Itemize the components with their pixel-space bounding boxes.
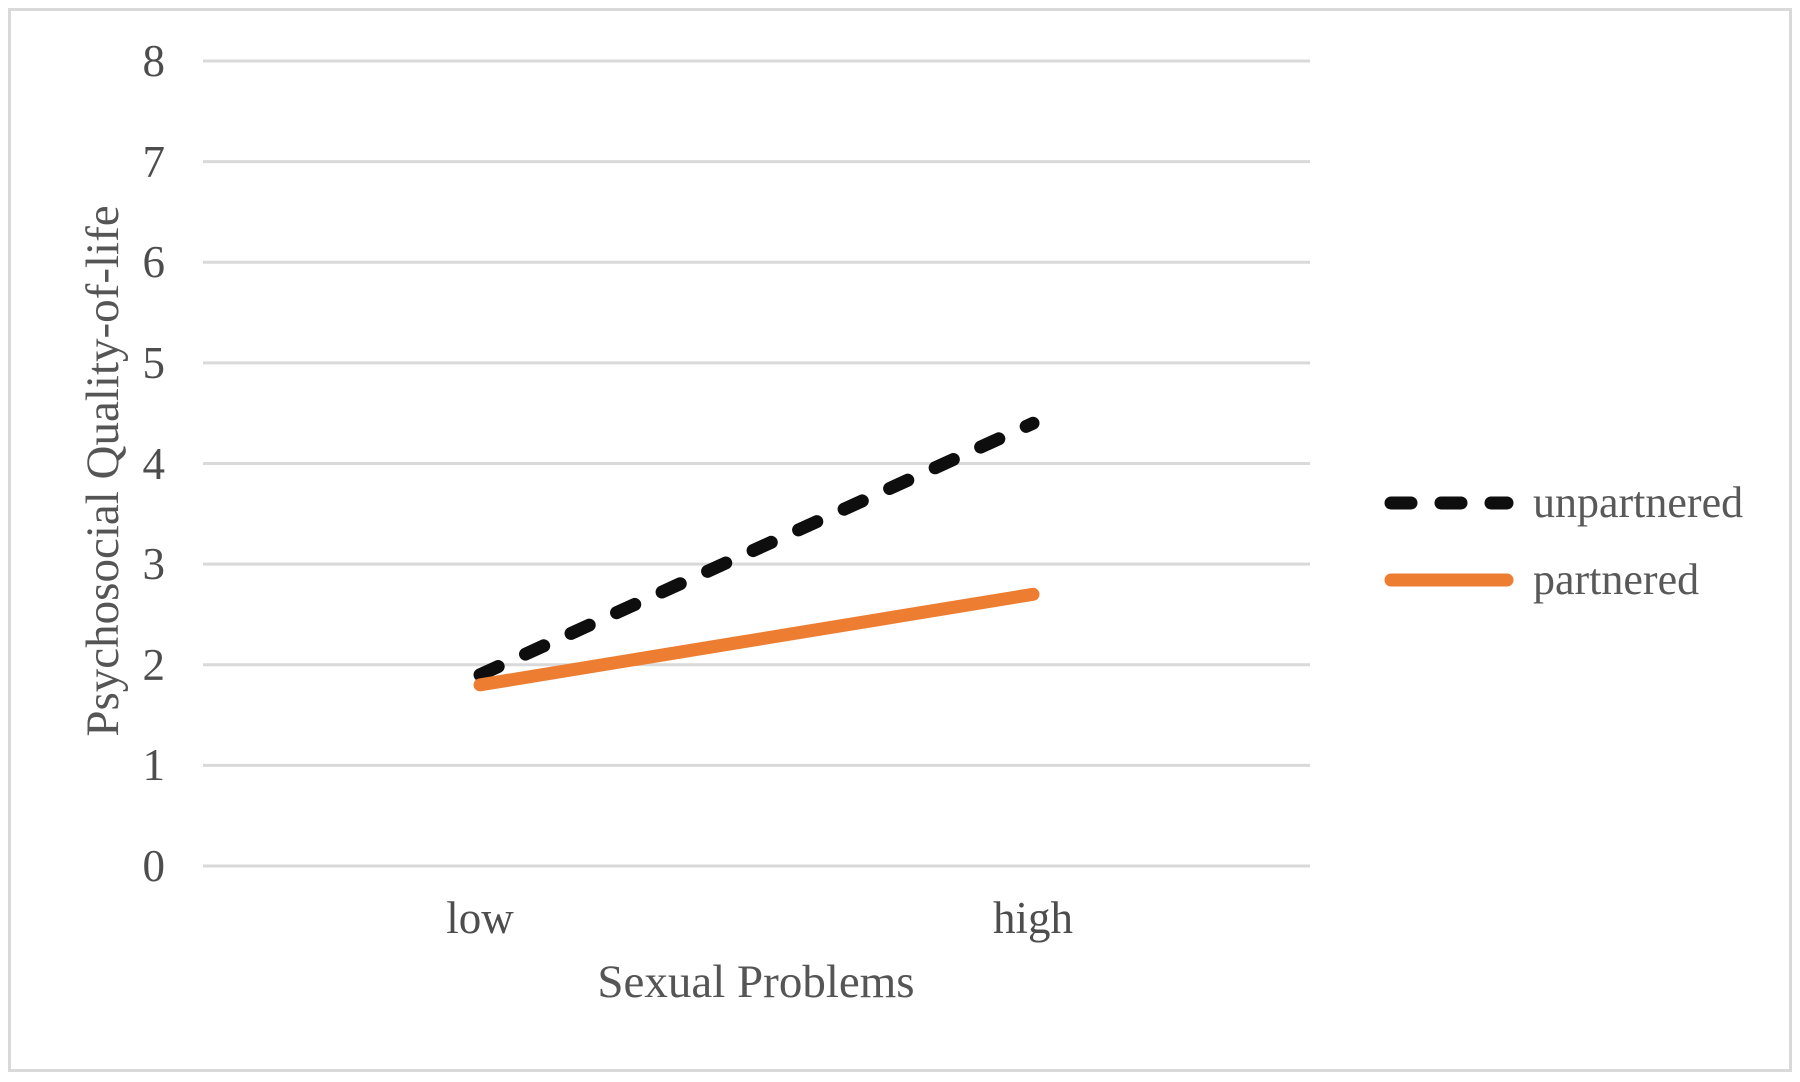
dashed-line-swatch-icon [1384,496,1514,510]
y-tick-label-3: 3 [142,539,166,590]
y-tick-label-5: 5 [142,337,166,388]
series-line-partnered [473,587,1040,692]
legend-label-unpartnered: unpartnered [1533,478,1744,527]
y-tick-label-2: 2 [142,639,166,690]
x-tick-label-low: low [446,893,514,943]
y-tick-label-1: 1 [142,740,166,791]
x-axis-title: Sexual Problems [597,956,915,1008]
y-tick-label-6: 6 [142,237,166,288]
solid-line-swatch-icon [1384,573,1514,587]
legend-item-partnered: partnered [1383,556,1743,604]
legend-label-partnered: partnered [1533,555,1700,604]
legend: unpartnered partnered [1383,479,1743,604]
x-tick-label-high: high [992,893,1073,943]
legend-item-unpartnered: unpartnered [1383,479,1743,527]
y-tick-label-4: 4 [142,438,166,489]
y-tick-label-8: 8 [142,36,166,86]
y-axis-title: Psychosocial Quality-of-life [77,205,129,737]
y-tick-label-0: 0 [142,841,166,891]
series-line-unpartnered [473,416,1040,682]
y-tick-label-7: 7 [142,136,166,187]
